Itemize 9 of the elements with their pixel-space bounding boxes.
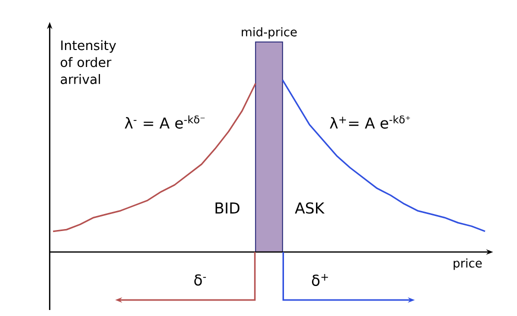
text: mid-price — [242, 27, 297, 39]
x-axis-title: price — [454, 258, 482, 270]
text: δ$^{-}$ — [194, 274, 206, 286]
annotation: BID — [216, 202, 240, 214]
annotation: λ$^{+}$= A e$^{-kδ⁺}$ — [330, 115, 410, 129]
annotation: λ$^{-}$ = A e$^{-kδ⁻}$ — [124, 115, 205, 129]
y-axis-title: Intensity of order arrival — [60, 40, 116, 84]
text: δ$^{+}$ — [312, 274, 328, 286]
annotation: ASK — [294, 202, 325, 214]
